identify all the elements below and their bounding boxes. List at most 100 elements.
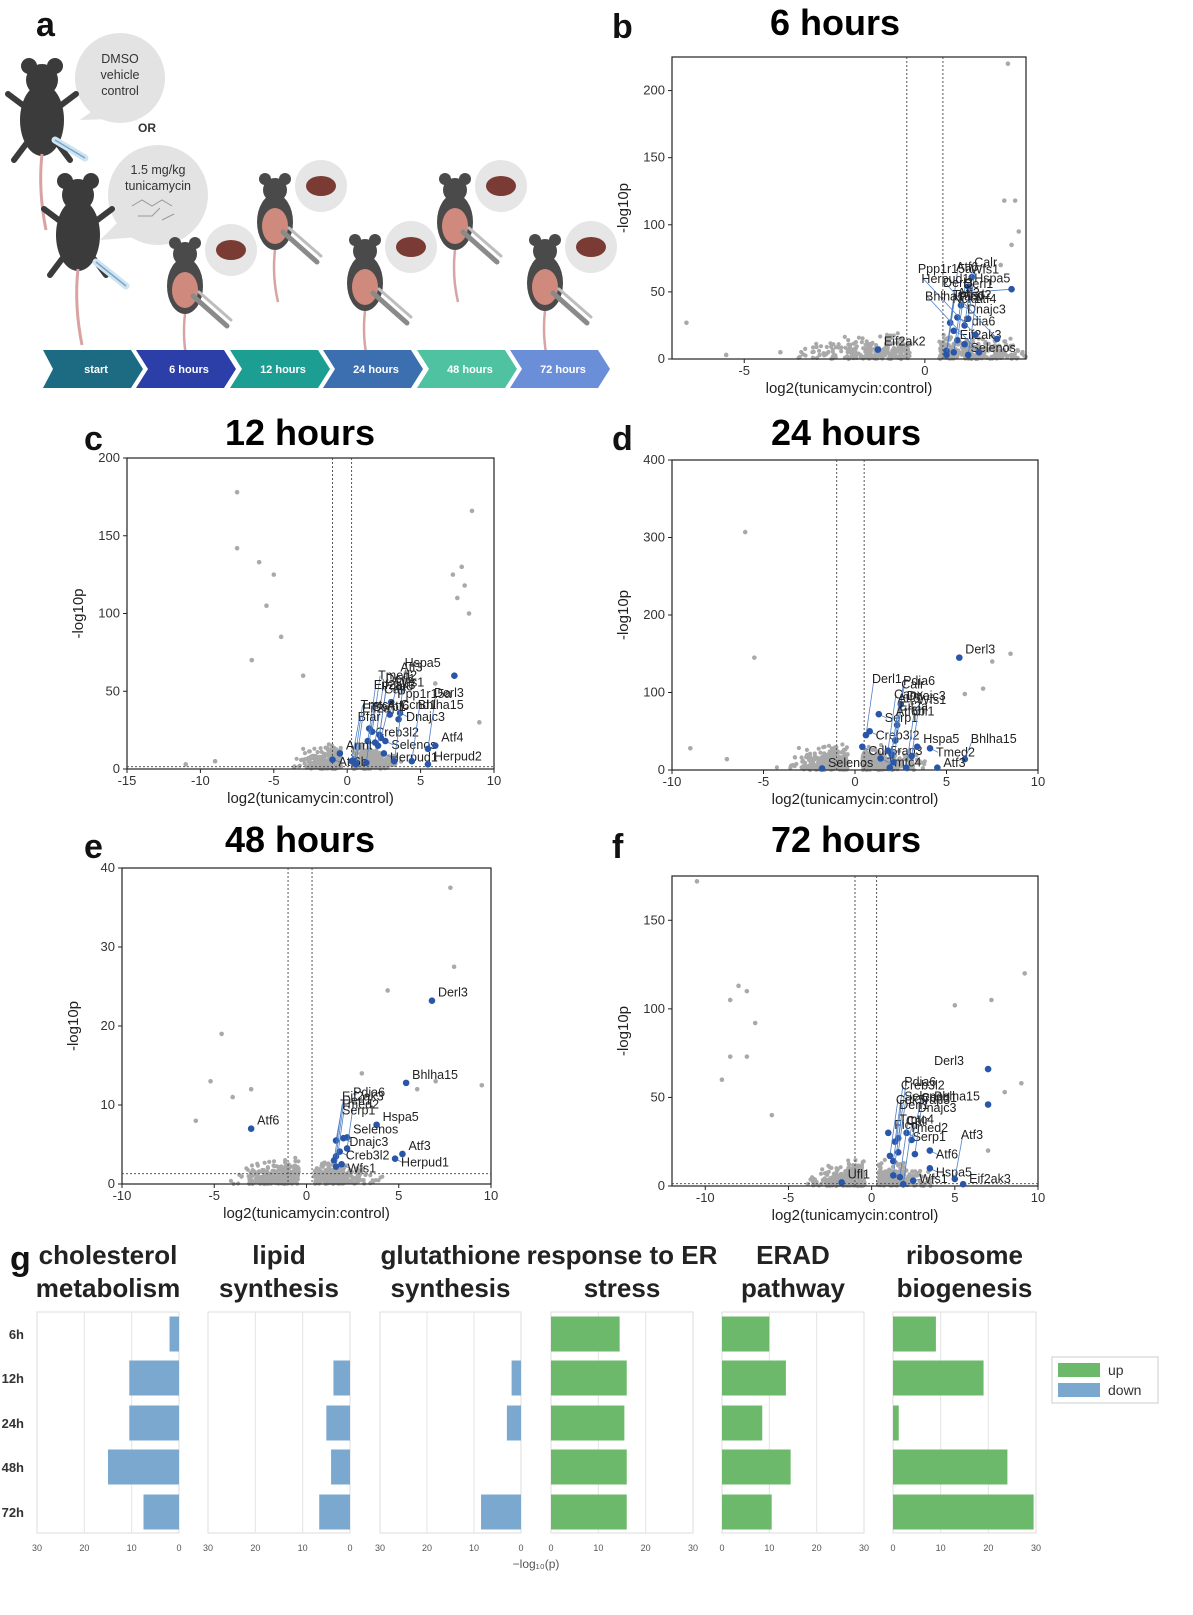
background-point xyxy=(723,352,729,358)
background-point xyxy=(283,1160,288,1165)
background-point xyxy=(822,1176,827,1181)
background-point xyxy=(316,760,321,766)
bar-group: glutathione synthesisglutathionesynthesi… xyxy=(375,1240,524,1553)
background-point xyxy=(875,353,880,358)
gene-label: Creb3l2 xyxy=(346,1149,390,1163)
background-point xyxy=(838,755,843,760)
background-point xyxy=(1016,229,1022,234)
gene-label: Derl3 xyxy=(965,643,995,657)
background-point xyxy=(360,754,365,759)
background-point xyxy=(275,1164,280,1169)
gene-point xyxy=(373,1121,380,1129)
background-point xyxy=(881,760,887,765)
bar xyxy=(722,1449,791,1485)
x-tick-label: -10 xyxy=(663,774,682,789)
background-point xyxy=(837,760,842,765)
bar xyxy=(893,1494,1034,1530)
background-point xyxy=(1022,971,1027,976)
gene-point xyxy=(964,315,972,323)
gene-label: Calr xyxy=(901,678,924,692)
background-point xyxy=(845,752,850,757)
background-point xyxy=(374,748,379,753)
background-point xyxy=(889,336,894,341)
panel-letter-a: a xyxy=(36,6,55,44)
gene-point xyxy=(875,710,883,718)
gene-leader-line xyxy=(371,675,381,732)
background-point xyxy=(891,346,896,351)
y-tick-label: 30 xyxy=(101,939,115,954)
background-point xyxy=(987,346,992,351)
gene-label: Calr xyxy=(974,256,997,270)
gene-point xyxy=(428,997,436,1005)
gene-point xyxy=(943,351,950,359)
panel-letter-g: g xyxy=(10,1240,31,1278)
background-point xyxy=(302,757,307,762)
x-tick-label: 20 xyxy=(812,1543,822,1553)
background-point xyxy=(842,759,847,764)
group-title-line2: synthesis xyxy=(391,1273,511,1303)
gene-label: Dnajc3 xyxy=(967,302,1006,316)
gene-label: Atf6b xyxy=(896,705,925,719)
panel-letter-c: c xyxy=(84,420,103,458)
background-point xyxy=(910,1169,915,1174)
background-point xyxy=(1005,353,1010,359)
gene-point xyxy=(818,765,826,772)
background-point xyxy=(338,745,343,751)
x-tick-label: -5 xyxy=(268,773,280,788)
background-point xyxy=(769,1112,775,1118)
x-tick-label: 10 xyxy=(127,1543,137,1553)
background-point xyxy=(895,1170,900,1175)
background-point xyxy=(318,1170,323,1175)
background-point xyxy=(896,1181,901,1186)
x-tick-label: 10 xyxy=(936,1543,946,1553)
background-point xyxy=(256,559,262,565)
gene-label: Atf6 xyxy=(898,692,920,706)
gene-label: Ccnd1 xyxy=(400,698,436,712)
gene-label: Derl1 xyxy=(872,672,902,686)
gene-point xyxy=(390,757,398,765)
gene-label: Pdia6 xyxy=(381,680,413,694)
bar xyxy=(331,1449,350,1485)
background-point xyxy=(842,334,847,339)
background-point xyxy=(887,351,892,356)
gene-label: Hspa5 xyxy=(383,1110,419,1124)
background-point xyxy=(326,742,331,747)
y-axis-label: -log10p xyxy=(615,1006,632,1056)
background-point xyxy=(727,997,733,1003)
background-point xyxy=(866,744,871,749)
background-point xyxy=(877,1178,882,1183)
background-point xyxy=(914,752,919,758)
background-point xyxy=(385,988,390,993)
gene-label: Atf3 xyxy=(961,1128,983,1142)
x-tick-label: -5 xyxy=(738,363,750,378)
x-tick-label: -10 xyxy=(113,1188,132,1203)
group-title-line1: response to ER xyxy=(527,1240,718,1270)
x-tick-label: -15 xyxy=(118,773,137,788)
background-point xyxy=(878,334,883,339)
background-point xyxy=(370,1178,375,1183)
background-point xyxy=(271,1159,277,1164)
x-tick-label: -10 xyxy=(696,1190,715,1205)
y-tick-label: 100 xyxy=(643,217,665,232)
background-point xyxy=(368,1173,373,1178)
background-point xyxy=(859,1176,864,1181)
x-tick-label: 0 xyxy=(868,1190,875,1205)
gene-label: Atf3 xyxy=(958,286,980,300)
highlighted-genes: Derl3Bhlha15FicdSerp1Pdia6Dnajc3Creb3l2A… xyxy=(838,1054,1011,1188)
background-point xyxy=(846,1179,851,1184)
gene-label: Pdia6 xyxy=(353,1085,385,1099)
gene-leader-line xyxy=(894,684,904,741)
plot-frame xyxy=(671,459,1039,771)
background-point xyxy=(332,763,337,769)
gene-label: Wfs1 xyxy=(918,693,947,707)
mouse-dissection-72h xyxy=(527,221,617,364)
bar xyxy=(893,1449,1008,1485)
bubble-dmso: DMSO vehicle control xyxy=(75,33,165,123)
background-point xyxy=(870,758,875,763)
bubble-dmso-line: vehicle xyxy=(101,68,140,82)
background-point xyxy=(822,353,827,358)
gene-point xyxy=(951,1175,959,1183)
background-point xyxy=(316,1177,321,1183)
gene-point xyxy=(934,764,941,771)
gene-point xyxy=(391,1155,399,1163)
